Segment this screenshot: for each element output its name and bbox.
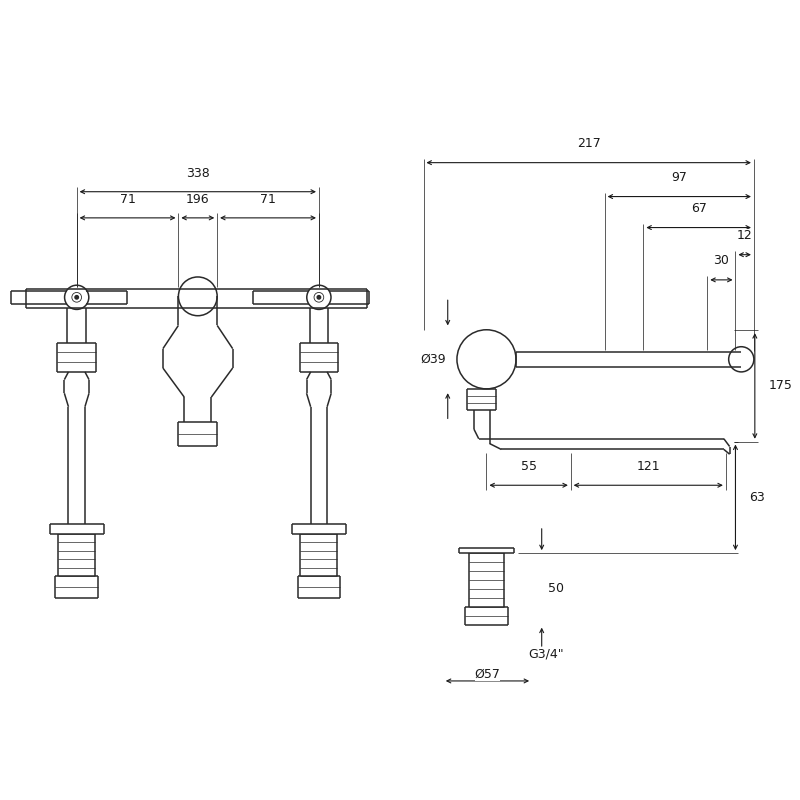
Text: Ø57: Ø57	[474, 668, 500, 681]
Circle shape	[75, 295, 78, 299]
Text: 12: 12	[737, 229, 753, 242]
Text: 71: 71	[120, 194, 135, 206]
Text: 217: 217	[577, 137, 601, 150]
Text: 67: 67	[690, 202, 706, 215]
Text: 71: 71	[260, 194, 276, 206]
Text: 63: 63	[749, 491, 765, 504]
Circle shape	[317, 295, 321, 299]
Text: G3/4": G3/4"	[528, 647, 564, 660]
Text: 55: 55	[521, 460, 537, 473]
Text: 175: 175	[768, 379, 792, 393]
Text: 50: 50	[547, 582, 563, 595]
Text: 30: 30	[714, 254, 730, 267]
Text: 196: 196	[186, 194, 210, 206]
Text: 121: 121	[637, 460, 660, 473]
Text: Ø39: Ø39	[420, 353, 446, 366]
Text: 338: 338	[186, 167, 210, 180]
Text: 97: 97	[671, 171, 687, 184]
